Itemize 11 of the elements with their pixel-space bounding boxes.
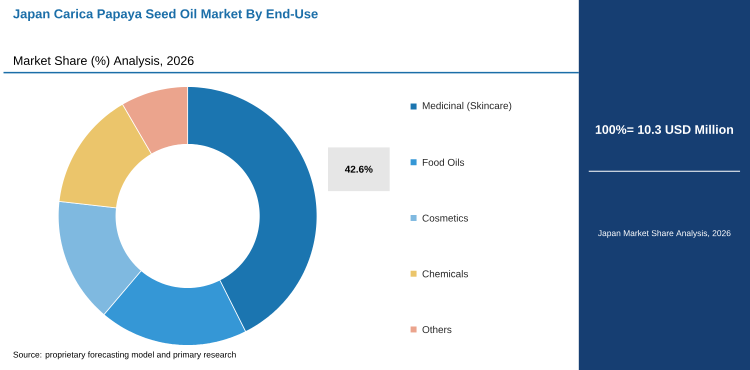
legend-label: Medicinal (Skincare) xyxy=(422,102,512,111)
source-note: Source: proprietary forecasting model and primary research xyxy=(13,351,236,360)
chart-subtitle: Market Share (%) Analysis, 2026 xyxy=(14,56,194,68)
legend-label: Others xyxy=(422,326,452,333)
text: 100%= 10.3 USD Million xyxy=(596,124,734,134)
chart-title: Japan Carica Papaya Seed Oil Market By End-Use xyxy=(13,8,318,21)
data-label: 42.6% xyxy=(344,166,373,173)
legend-label: Food Oils xyxy=(422,158,464,166)
legend-label: Cosmetics xyxy=(422,214,468,222)
legend-label: Chemicals xyxy=(422,270,468,278)
text: Japan Market Share Analysis, 2026 xyxy=(598,230,731,238)
